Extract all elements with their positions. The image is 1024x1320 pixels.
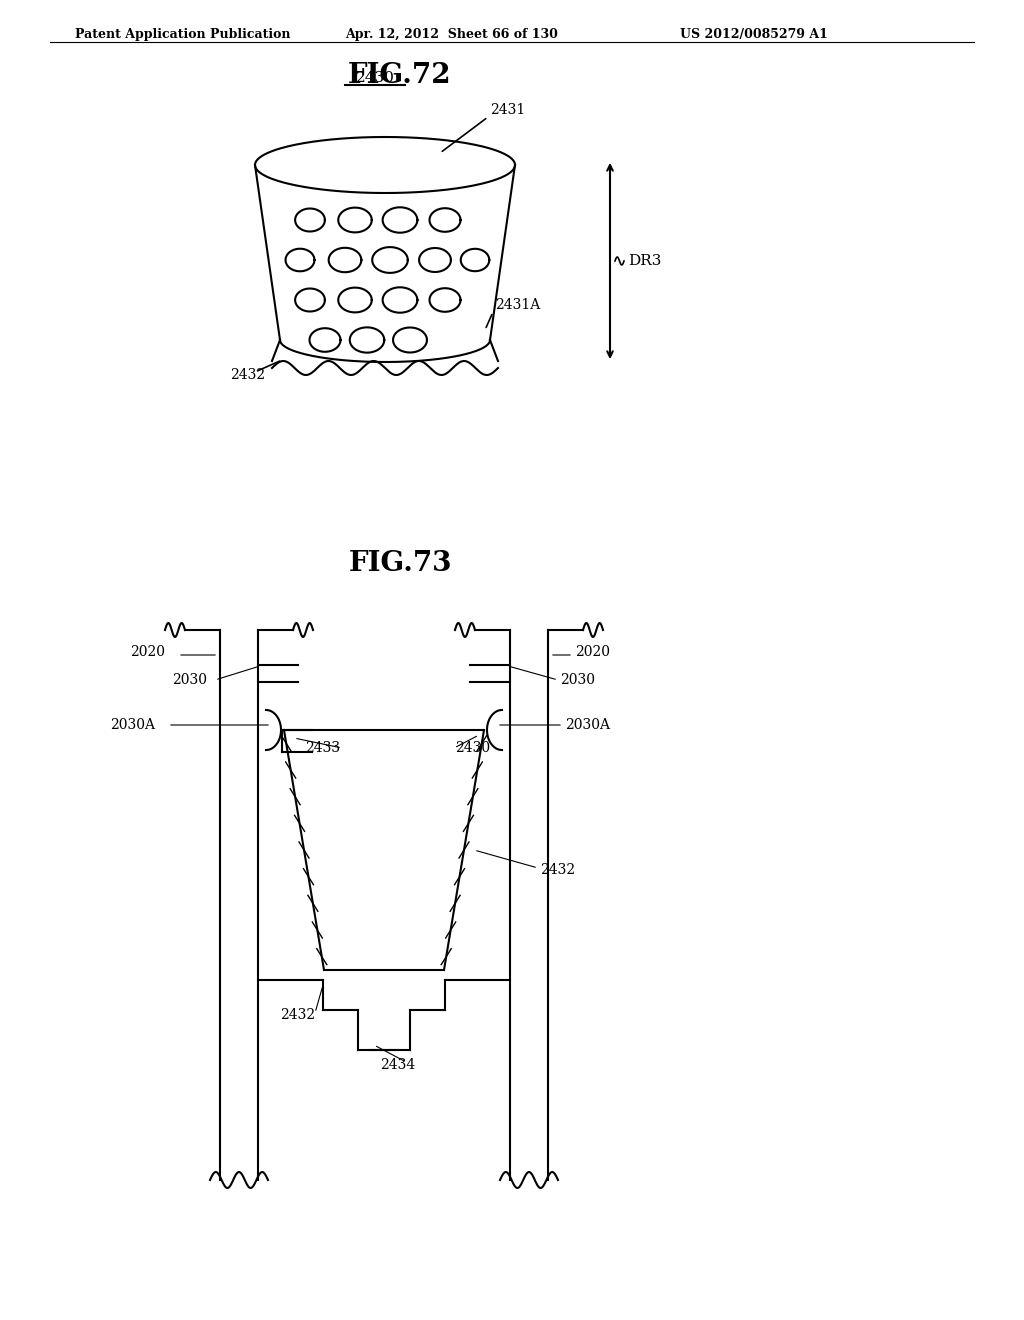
Text: 2432: 2432 (280, 1008, 315, 1022)
Text: 2432: 2432 (230, 368, 265, 381)
Text: 2020: 2020 (575, 645, 610, 659)
Text: 2030A: 2030A (110, 718, 155, 733)
Text: 2433: 2433 (305, 741, 340, 755)
Text: FIG.72: FIG.72 (348, 62, 452, 88)
Text: 2030A: 2030A (565, 718, 610, 733)
Text: 2434: 2434 (380, 1059, 416, 1072)
Text: 2430: 2430 (455, 741, 490, 755)
Text: Apr. 12, 2012  Sheet 66 of 130: Apr. 12, 2012 Sheet 66 of 130 (345, 28, 558, 41)
Text: DR3: DR3 (628, 253, 662, 268)
Text: 2020: 2020 (130, 645, 165, 659)
Text: 2431A: 2431A (495, 298, 541, 312)
Text: Patent Application Publication: Patent Application Publication (75, 28, 291, 41)
Text: 2430: 2430 (355, 71, 394, 84)
Text: 2431: 2431 (490, 103, 525, 117)
Text: 2432: 2432 (540, 863, 575, 876)
Text: FIG.73: FIG.73 (348, 550, 452, 577)
Text: 2030: 2030 (172, 673, 207, 686)
Text: 2030: 2030 (560, 673, 595, 686)
Text: US 2012/0085279 A1: US 2012/0085279 A1 (680, 28, 827, 41)
